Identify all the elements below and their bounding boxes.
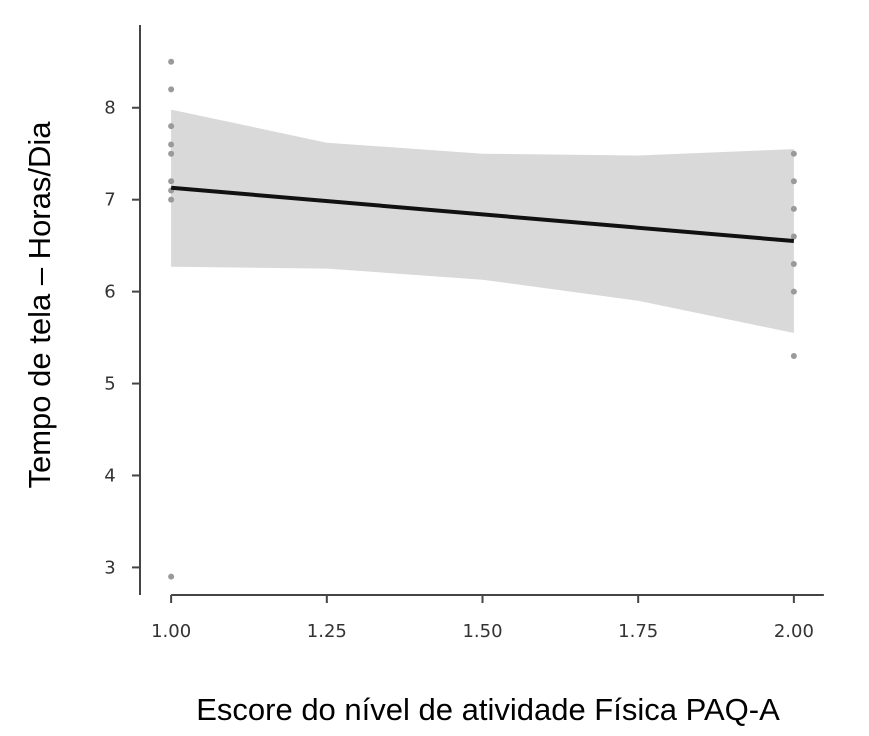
data-point — [168, 573, 175, 580]
regression-line — [170, 185, 795, 244]
confidence-band — [171, 109, 794, 333]
y-tick-label: 4 — [104, 465, 115, 486]
data-point — [168, 178, 175, 185]
x-tick-label: 1.25 — [307, 621, 347, 642]
x-tick-label: 1.00 — [151, 621, 191, 642]
data-point — [168, 150, 175, 157]
y-tick-label: 7 — [104, 190, 115, 211]
x-axis-title: Escore do nível de atividade Física PAQ-… — [196, 692, 780, 727]
data-point — [168, 86, 175, 93]
data-point — [790, 205, 797, 212]
data-point — [168, 58, 175, 65]
y-tick-label: 6 — [104, 282, 115, 303]
data-point — [790, 233, 797, 240]
x-tick-label: 1.75 — [618, 621, 658, 642]
data-point — [790, 261, 797, 268]
data-point — [168, 123, 175, 130]
data-point — [790, 150, 797, 157]
x-tick-label: 2.00 — [774, 621, 814, 642]
x-tick-label: 1.50 — [462, 621, 502, 642]
y-tick-label: 5 — [104, 374, 115, 395]
data-point — [168, 141, 175, 148]
data-point — [790, 352, 797, 359]
data-point — [790, 288, 797, 295]
y-axis-title: Tempo de tela – Horas/Dia — [22, 121, 57, 489]
y-tick-label: 8 — [104, 98, 115, 119]
data-point — [790, 178, 797, 185]
data-point — [168, 196, 175, 203]
y-tick-label: 3 — [104, 557, 115, 578]
